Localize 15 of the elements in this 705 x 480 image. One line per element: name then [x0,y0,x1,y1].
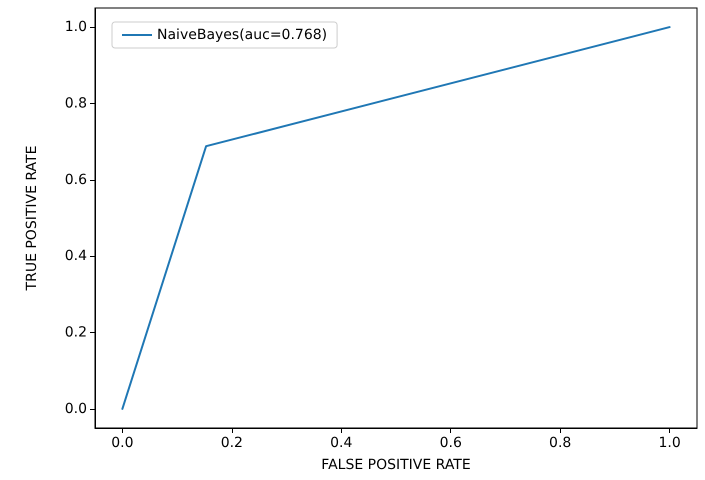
y-tick-label: 1.0 [64,19,87,36]
x-tick-label: 0.2 [220,435,243,451]
y-tick-label: 0.6 [64,172,88,188]
x-tick-label: 1.0 [658,435,681,451]
y-axis-title: TRUE POSITIVE RATE [24,146,40,292]
y-tick-label: 0.4 [64,248,88,264]
x-tick-label: 0.0 [111,435,134,451]
x-tick-label: 0.6 [440,435,462,451]
y-tick-label: 0.8 [64,95,87,112]
y-tick-label: 0.2 [64,324,87,341]
x-axis-title: FALSE POSITIVE RATE [321,457,471,473]
x-tick-label: 0.8 [549,435,572,451]
legend-label: NaiveBayes(auc=0.768) [157,27,328,43]
y-tick-label: 0.0 [64,400,87,417]
x-tick-label: 0.4 [330,435,352,451]
